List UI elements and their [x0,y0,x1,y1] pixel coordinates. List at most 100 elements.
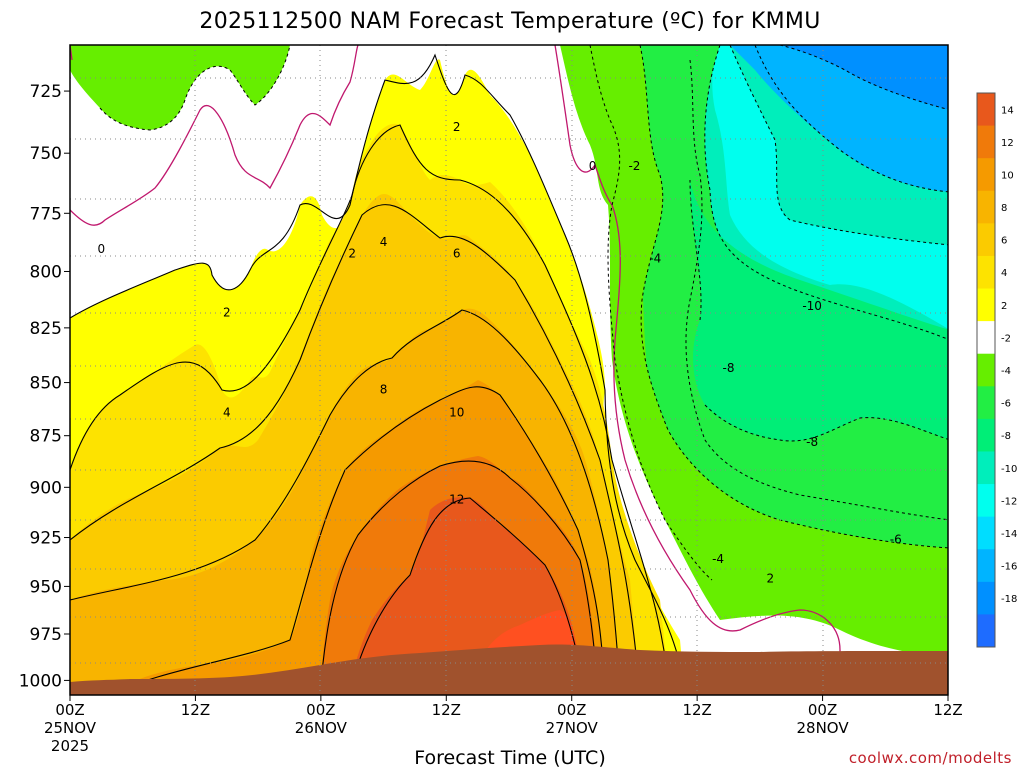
contour-zero-right [554,45,841,660]
y-tick-label: 825 [30,319,62,339]
x-tick-label: 2025 [51,737,89,755]
band-minus-12 [712,45,948,329]
colorbar-label: -2 [1001,333,1011,344]
y-tick-label: 800 [30,262,62,282]
colorbar-label: -16 [1001,562,1017,573]
colorbar-label: -8 [1001,431,1011,442]
colorbar-swatch [977,353,995,387]
colorbar-swatch [977,223,995,257]
contour-solid-6 [70,204,641,695]
colorbar-label: 8 [1001,203,1007,214]
contour-label: 4 [223,406,231,420]
contour-dashed-minus-8-inner [689,179,948,442]
x-tick-label: 00Z [55,701,84,719]
y-tick-label: 925 [30,529,62,549]
colorbar-swatch [977,386,995,420]
contour-dashed-minus-4 [639,45,948,549]
y-tick-label: 1000 [19,671,62,691]
colorbar-label: 12 [1001,138,1014,149]
x-tick-label: 12Z [682,701,711,719]
contour-label: -10 [802,299,822,313]
x-tick-label: 12Z [933,701,962,719]
contour-label: -8 [723,361,735,375]
colorbar-swatch [977,125,995,159]
contour-label: -6 [890,532,902,546]
colorbar-swatch [977,255,995,290]
x-axis-title: Forecast Time (UTC) [414,747,605,768]
contour-label: -2 [628,159,640,173]
colorbar-swatch [977,321,995,355]
x-tick-label: 00Z [808,701,837,719]
contour-label: 8 [380,382,388,396]
contour-label: 2 [766,572,774,586]
contour-dashed-minus-14 [779,45,948,110]
contour-label: 2 [348,247,356,261]
contour-label: 6 [453,247,461,261]
contour-label: 12 [449,493,464,507]
colorbar-swatch [977,614,995,648]
contour-label: -4 [712,552,724,566]
y-tick-label: 750 [30,144,62,164]
colorbar-swatch [977,549,995,583]
colorbar-label: 10 [1001,170,1014,181]
contour-solid-12 [319,460,599,695]
band-minus-16 [780,45,948,110]
band-minus-10 [690,180,948,441]
y-tick-label: 950 [30,577,62,597]
contour-label: 0 [589,159,597,173]
colorbar-label: -18 [1001,594,1017,605]
contour-dashed-minus-12 [754,45,948,193]
colorbar-frame [976,92,996,648]
colorbar-swatch [977,93,995,127]
contour-solid-10 [109,386,606,695]
contour-dashed-minus-6 [685,59,948,521]
colorbar-swatch [977,451,995,485]
contour-zero-left [70,45,359,226]
colorbar-swatch [977,418,995,452]
ground [70,644,948,695]
y-tick-label: 725 [30,82,62,102]
contour-solid-2 [70,53,686,695]
colorbar-swatch [977,581,995,615]
x-tick-label: 28NOV [797,719,850,737]
x-tick-label: 00Z [557,701,586,719]
colorbar-label: -14 [1001,529,1017,540]
contour-label: -4 [649,251,661,265]
y-tick-label: 875 [30,427,62,447]
contour-dashed-minus-8 [704,45,948,340]
x-tick-label: 26NOV [295,719,348,737]
y-tick-label: 975 [30,625,62,645]
colorbar-label: 4 [1001,268,1007,279]
plot-frame [69,44,949,696]
x-tick-label: 27NOV [546,719,599,737]
contour-dashed-minus-16 [99,45,291,131]
colorbar-swatch [977,158,995,192]
y-tick-label: 850 [30,374,62,394]
colorbar-swatch [977,516,995,550]
x-tick-label: 00Z [306,701,335,719]
x-tick-label: 12Z [432,701,461,719]
colorbar-label: -4 [1001,366,1011,377]
contour-label: -8 [806,435,818,449]
contour-solid-14 [349,497,586,695]
colorbar-label: -6 [1001,399,1011,410]
contour-label: 0 [98,242,106,256]
x-tick-label: 25NOV [44,719,97,737]
contour-solid-8 [70,309,621,695]
y-tick-label: 900 [30,478,62,498]
contour-label: 2 [223,306,231,320]
y-tick-label: 775 [30,204,62,224]
contour-label: 4 [380,235,388,249]
contour-label: 10 [449,406,464,420]
contour-dashed-minus-10 [729,45,948,246]
colorbar-label: 2 [1001,301,1007,312]
contour-solid-4 [70,124,671,695]
x-tick-label: 12Z [181,701,210,719]
gridlines [70,45,948,695]
colorbar-label: -12 [1001,496,1017,507]
plot-area: 0 2 4 2 4 8 6 2 10 12 0 -2 -4 -10 -8 -8 -6 -4 2 [70,45,948,695]
colorbar-label: 6 [1001,236,1007,247]
credit-text: coolwx.com/modelts [849,749,1012,767]
